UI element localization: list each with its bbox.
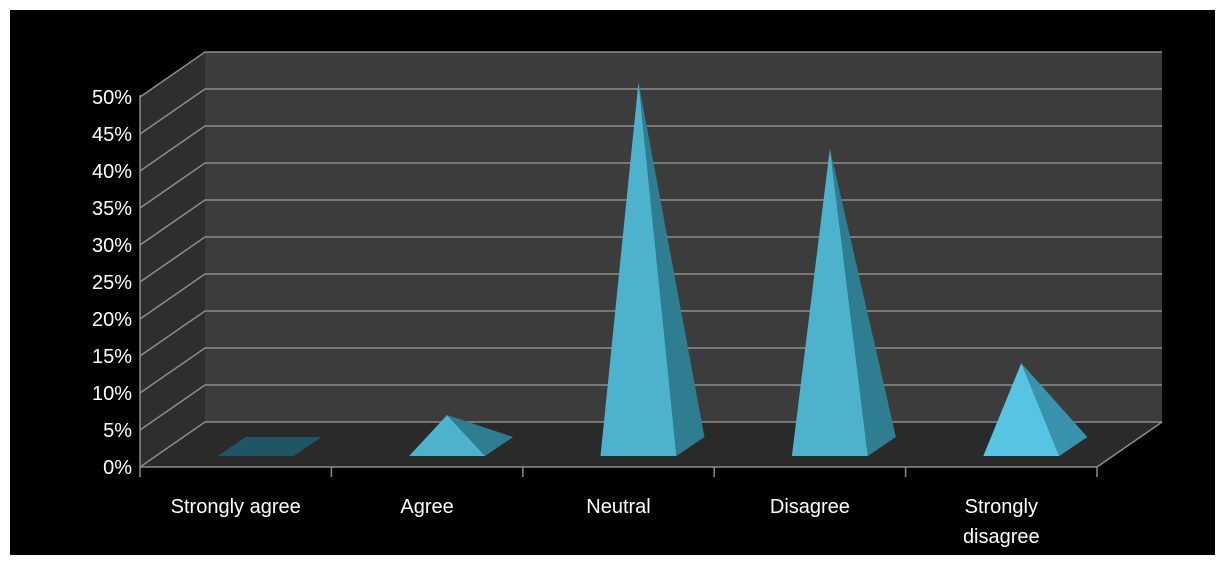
pyramid-front-face: [600, 82, 677, 456]
gridline: [139, 51, 1162, 98]
x-category-label: Disagree: [770, 496, 850, 518]
y-tick-label: 35%: [92, 198, 132, 220]
x-category-label: Neutral: [586, 496, 650, 518]
y-tick-label: 20%: [92, 309, 132, 331]
pyramid-side-face: [1021, 363, 1088, 456]
pyramid-front-face: [983, 363, 1060, 456]
pyramid-side-face: [638, 82, 705, 456]
gridline: [139, 199, 1162, 246]
y-tick-label: 50%: [92, 87, 132, 109]
pyramid-chart: 0% 5% 10% 15% 20% 25% 30% 35% 40% 45% 50% Strongly …: [92, 51, 1163, 548]
floor-edge: [1096, 421, 1163, 468]
x-category-label: Agree: [400, 496, 453, 518]
gridline: [139, 162, 1162, 209]
pyramid-side-face: [829, 148, 896, 456]
pyramid-front-face: [409, 415, 486, 456]
y-tick-label: 25%: [92, 272, 132, 294]
y-tick-label: 15%: [92, 346, 132, 368]
x-category-label: disagree: [963, 526, 1040, 548]
x-category-label: Strongly agree: [171, 496, 301, 518]
y-tick-label: 0%: [103, 457, 132, 479]
x-category-label: Strongly: [965, 496, 1038, 518]
gridline: [139, 125, 1162, 172]
pyramid-base: [217, 437, 322, 456]
y-tick-label: 45%: [92, 124, 132, 146]
y-tick-label: 5%: [103, 420, 132, 442]
pyramid-front-face: [791, 148, 868, 456]
y-tick-label: 30%: [92, 235, 132, 257]
y-tick-label: 40%: [92, 161, 132, 183]
pyramid-side-face: [447, 415, 514, 456]
gridline: [139, 88, 1162, 135]
chart-panel: 0% 5% 10% 15% 20% 25% 30% 35% 40% 45% 50% Strongly …: [10, 10, 1215, 555]
y-tick-label: 10%: [92, 383, 132, 405]
